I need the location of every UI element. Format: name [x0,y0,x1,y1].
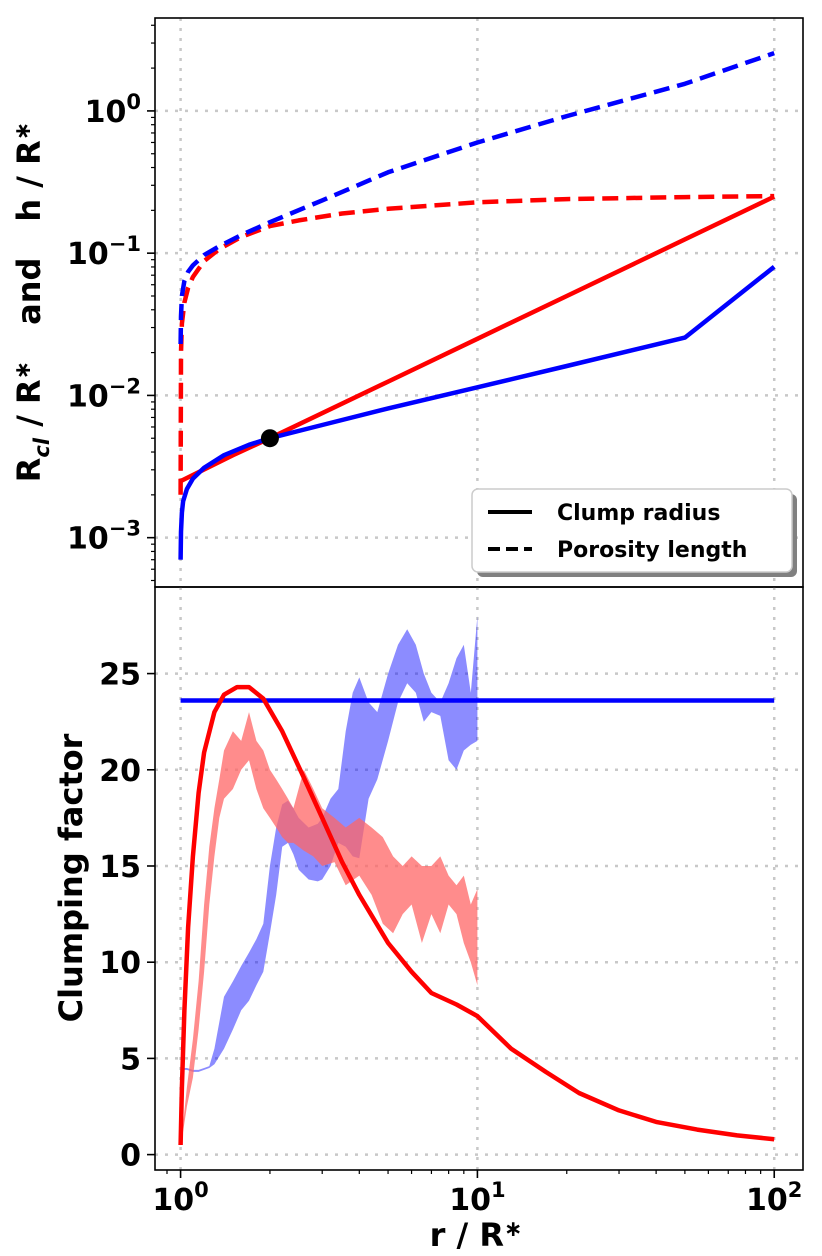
bottom-panel-frame [154,586,804,1171]
top-panel-ticks: 10−3 10−2 10−1 100 [67,24,155,582]
bottom-y-tick-label-0: 0 [120,1139,141,1174]
ylabel-cl-subscript: cl [30,437,54,457]
ylabel-r: R [10,458,48,483]
ylabel-over-r: / R [10,379,48,438]
bottom-series-1 [178,684,775,1146]
top-y-axis-label: Rcl / R∗andh / R∗ [10,122,54,482]
bottom-panel-ticks: 100 101 102 0 5 10 15 20 25 [99,658,802,1218]
ylabel-and: and [10,258,48,325]
bottom-band-1 [180,712,478,1145]
top-series-0-clump-radius [179,194,776,484]
legend-label-clump-radius: Clump radius [557,501,720,526]
legend-box [471,488,793,573]
xlabel-main: r / R [430,1216,504,1254]
xlabel-star: ∗ [504,1217,522,1242]
top-marker-point [260,429,279,448]
legend: Clump radius Porosity length [471,488,797,577]
x-axis-label: r / R∗ [430,1216,523,1254]
bottom-y-tick-label-3: 15 [99,850,141,885]
top-series-3-porosity-length [178,50,775,345]
top-y-tick-label-3: 100 [85,90,141,130]
bottom-y-tick-label-4: 20 [99,754,141,789]
ylabel-h-over-r: h / R [10,140,48,221]
bottom-y-axis-label: Clumping factor [52,733,90,1022]
top-series-1-clump-radius [178,265,776,560]
ylabel-star-1: ∗ [11,361,36,379]
legend-label-porosity-length: Porosity length [557,538,747,563]
x-tick-label-0: 100 [152,1178,208,1218]
bottom-y-tick-label-2: 10 [99,946,141,981]
top-y-tick-label-0: 10−3 [67,517,141,557]
top-y-tick-label-1: 10−2 [67,374,141,414]
top-y-tick-label-2: 10−1 [67,232,141,272]
ylabel-star-2: ∗ [11,122,36,140]
x-tick-label-1: 101 [449,1178,505,1218]
bottom-panel-plot-area [178,615,775,1146]
bottom-y-tick-label-5: 25 [99,658,141,693]
bottom-panel-grid [155,587,803,1170]
x-tick-label-2: 102 [746,1178,802,1218]
top-panel-plot-area [178,50,776,560]
bottom-y-tick-label-1: 5 [120,1042,141,1077]
top-series-2-porosity-length [178,193,775,495]
